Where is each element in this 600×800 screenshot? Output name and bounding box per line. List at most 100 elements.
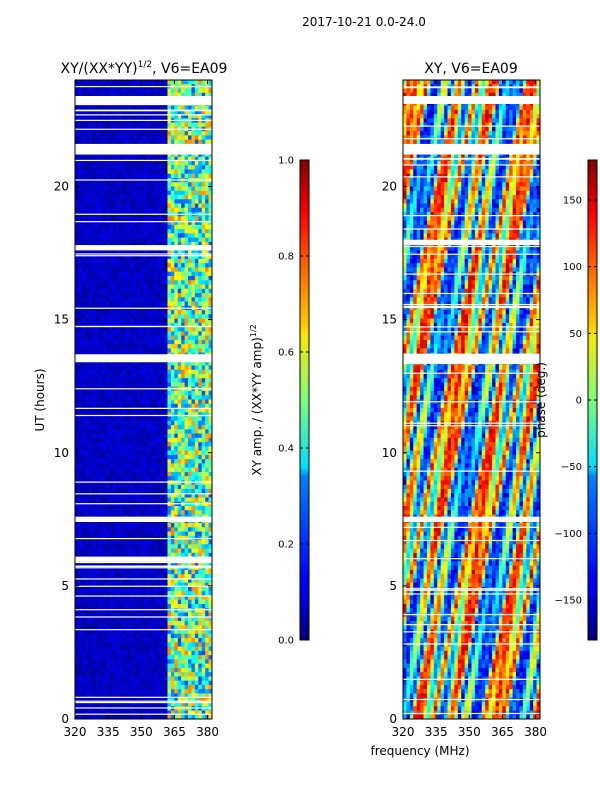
heatmap-cell — [140, 373, 144, 379]
heatmap-cell — [136, 135, 141, 141]
heatmap-cell — [177, 348, 182, 354]
heatmap-cell — [194, 369, 199, 375]
heatmap-cell — [140, 271, 144, 277]
heatmap-cell — [136, 131, 141, 136]
heatmap-cell — [157, 599, 162, 605]
heatmap-cell — [160, 548, 165, 554]
heatmap-cell — [167, 122, 172, 128]
heatmap-cell — [208, 195, 213, 200]
heatmap-cell — [181, 373, 185, 379]
heatmap-cell — [167, 114, 172, 119]
heatmap-cell — [201, 165, 206, 170]
heatmap-cell — [119, 429, 124, 434]
heatmap-cell — [81, 382, 86, 388]
heatmap-cell — [140, 135, 144, 141]
heatmap-cell — [167, 314, 172, 319]
heatmap-cell — [75, 433, 79, 439]
heatmap-cell — [146, 552, 151, 558]
heatmap-cell — [143, 190, 148, 196]
heatmap-cell — [98, 425, 103, 430]
heatmap-cell — [98, 339, 103, 345]
heatmap-cell — [194, 548, 199, 554]
heatmap-cell — [184, 114, 189, 119]
heatmap-cell — [146, 450, 151, 456]
heatmap-cell — [75, 488, 79, 494]
heatmap-cell — [184, 476, 189, 481]
heatmap-cell — [164, 544, 168, 549]
heatmap-cell — [119, 241, 124, 247]
heatmap-cell — [105, 531, 110, 537]
heatmap-cell — [112, 595, 117, 601]
heatmap-cell — [191, 390, 196, 396]
heatmap-cell — [198, 271, 203, 277]
heatmap-cell — [85, 160, 90, 166]
heatmap-cell — [160, 348, 165, 354]
heatmap-cell — [150, 156, 155, 162]
heatmap-cell — [92, 608, 96, 613]
heatmap-cell — [153, 152, 158, 158]
heatmap-cell — [146, 331, 151, 336]
heatmap-cell — [208, 420, 213, 426]
heatmap-cell — [205, 348, 209, 354]
heatmap-cell — [136, 114, 141, 119]
heatmap-cell — [164, 280, 168, 285]
heatmap-cell — [122, 369, 127, 375]
heatmap-cell — [119, 459, 124, 464]
heatmap-cell — [164, 467, 168, 473]
heatmap-cell — [133, 476, 138, 481]
heatmap-cell — [85, 480, 90, 486]
heatmap-cell — [181, 420, 185, 426]
heatmap-cell — [198, 586, 203, 592]
heatmap-cell — [136, 339, 141, 345]
heatmap-cell — [201, 195, 206, 200]
heatmap-cell — [157, 327, 162, 332]
heatmap-cell — [92, 105, 96, 111]
heatmap-cell — [109, 603, 114, 609]
heatmap-cell — [164, 135, 168, 141]
heatmap-cell — [116, 207, 120, 213]
heatmap-cell — [146, 135, 151, 141]
heatmap-cell — [157, 250, 162, 256]
heatmap-cell — [126, 114, 131, 119]
heatmap-cell — [109, 395, 114, 400]
heatmap-cell — [92, 420, 96, 426]
heatmap-cell — [143, 510, 148, 515]
heatmap-cell — [119, 80, 124, 85]
heatmap-cell — [85, 437, 90, 443]
heatmap-cell — [92, 373, 96, 379]
heatmap-cell — [205, 344, 209, 349]
heatmap-cell — [164, 561, 168, 567]
heatmap-cell — [129, 139, 134, 145]
heatmap-cell — [109, 378, 114, 383]
heatmap-cell — [140, 510, 144, 515]
heatmap-cell — [92, 293, 96, 298]
heatmap-cell — [75, 390, 79, 396]
heatmap-cell — [81, 403, 86, 409]
heatmap-cell — [194, 591, 199, 596]
heatmap-cell — [112, 506, 117, 511]
heatmap-cell — [98, 327, 103, 332]
heatmap-cell — [191, 527, 196, 532]
heatmap-cell — [143, 582, 148, 588]
heatmap-cell — [95, 446, 100, 452]
heatmap-cell — [208, 114, 213, 119]
heatmap-cell — [119, 365, 124, 371]
heatmap-cell — [81, 250, 86, 256]
heatmap-cell — [177, 603, 182, 609]
heatmap-cell — [174, 463, 179, 469]
heatmap-cell — [126, 510, 131, 515]
heatmap-cell — [181, 314, 185, 319]
heatmap-cell — [150, 139, 155, 145]
heatmap-cell — [164, 139, 168, 145]
heatmap-cell — [157, 160, 162, 166]
heatmap-cell — [191, 182, 196, 187]
heatmap-cell — [160, 310, 165, 315]
heatmap-cell — [208, 186, 213, 192]
heatmap-cell — [122, 425, 127, 430]
heatmap-cell — [81, 229, 86, 234]
heatmap-cell — [201, 467, 206, 473]
heatmap-cell — [122, 186, 127, 192]
heatmap-cell — [191, 293, 196, 298]
heatmap-cell — [191, 331, 196, 336]
heatmap-cell — [201, 322, 206, 328]
